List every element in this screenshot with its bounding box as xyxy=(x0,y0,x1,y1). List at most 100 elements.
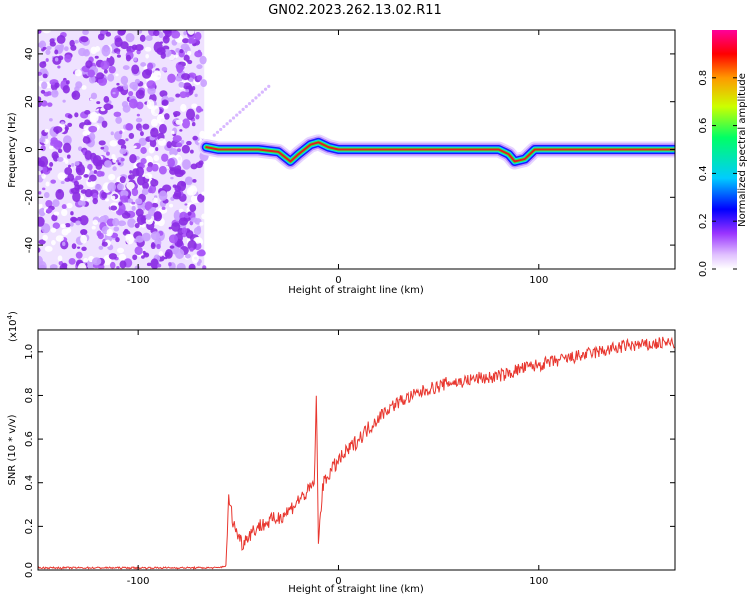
noise-streak-dot xyxy=(225,122,229,126)
noise-speckle xyxy=(147,86,156,95)
noise-speckle xyxy=(111,153,116,160)
noise-speckle xyxy=(146,166,153,173)
noise-speckle xyxy=(93,169,98,174)
noise-speckle xyxy=(41,81,48,90)
noise-speckle xyxy=(172,184,177,188)
noise-speckle xyxy=(42,234,48,241)
noise-speckle xyxy=(188,185,198,196)
noise-speckle xyxy=(192,135,198,141)
noise-speckle xyxy=(187,211,192,216)
noise-speckle xyxy=(164,30,172,38)
noise-speckle xyxy=(116,82,120,86)
noise-speckle xyxy=(146,99,155,110)
noise-speckle xyxy=(183,54,190,63)
noise-speckle xyxy=(106,151,110,156)
noise-speckle xyxy=(109,261,116,269)
noise-speckle xyxy=(53,126,63,133)
noise-speckle xyxy=(134,78,141,84)
noise-speckle xyxy=(132,254,138,261)
noise-speckle xyxy=(80,234,88,244)
noise-speckle xyxy=(181,73,191,81)
y-tick-label: 0.0 xyxy=(24,562,35,578)
snr-y-ticks: 0.0 0.2 0.4 0.6 0.8 1.0 xyxy=(24,344,675,578)
noise-speckle xyxy=(52,199,60,207)
noise-speckle xyxy=(110,205,118,211)
noise-streak-dot xyxy=(212,133,216,137)
noise-speckle xyxy=(59,44,65,49)
noise-speckle xyxy=(119,148,127,155)
noise-speckle xyxy=(113,111,122,118)
noise-streak-dot xyxy=(251,99,255,103)
noise-speckle xyxy=(44,128,49,133)
noise-speckle xyxy=(188,77,194,83)
noise-speckle xyxy=(189,149,194,154)
noise-speckle xyxy=(61,208,68,217)
noise-speckle xyxy=(71,243,77,250)
noise-speckle xyxy=(39,137,46,143)
x-tick-label: 100 xyxy=(529,275,548,286)
noise-speckle xyxy=(48,167,53,171)
noise-speckle xyxy=(47,102,53,107)
noise-speckle xyxy=(72,191,81,203)
noise-speckle xyxy=(87,163,93,171)
noise-speckle xyxy=(171,222,181,232)
noise-streak-dot xyxy=(241,107,245,111)
noise-speckle xyxy=(57,255,63,262)
noise-speckle xyxy=(70,216,77,222)
noise-speckle xyxy=(51,239,56,246)
noise-speckle xyxy=(169,148,178,157)
noise-speckle xyxy=(199,55,207,65)
noise-speckle xyxy=(57,156,64,162)
noise-speckle xyxy=(64,222,71,228)
noise-speckle xyxy=(87,179,92,183)
noise-speckle xyxy=(52,222,61,229)
noise-speckle xyxy=(120,189,129,198)
noise-speckle xyxy=(196,225,201,232)
noise-speckle xyxy=(164,251,171,258)
noise-speckle xyxy=(187,30,195,35)
noise-speckle xyxy=(115,116,122,124)
noise-speckle xyxy=(86,198,91,202)
noise-speckle xyxy=(107,73,115,82)
noise-speckle xyxy=(174,54,178,58)
noise-speckle xyxy=(96,170,104,177)
noise-speckle xyxy=(90,92,98,100)
noise-speckle xyxy=(67,173,75,182)
noise-speckle xyxy=(82,49,91,57)
noise-speckle xyxy=(151,163,159,172)
noise-speckle xyxy=(77,200,83,206)
noise-speckle xyxy=(139,34,146,42)
noise-speckle xyxy=(187,59,193,65)
noise-speckle xyxy=(120,75,129,85)
noise-speckle xyxy=(75,220,81,226)
noise-speckle xyxy=(88,132,96,141)
noise-speckle xyxy=(135,117,143,123)
noise-speckle xyxy=(54,49,59,55)
noise-speckle xyxy=(173,190,182,198)
x-tick-label: -100 xyxy=(127,275,150,286)
noise-speckle xyxy=(150,118,158,127)
noise-speckle xyxy=(182,159,191,170)
noise-speckle xyxy=(67,114,73,119)
noise-speckle xyxy=(100,60,110,70)
noise-streak-dot xyxy=(263,87,268,91)
noise-speckle xyxy=(112,166,117,171)
noise-speckle xyxy=(57,148,63,154)
colorbar-tick-label: 0.6 xyxy=(698,118,709,134)
noise-speckle xyxy=(54,82,60,88)
spectrogram-panel: -100 0 100 -40 -20 0 20 40 Height of straight … xyxy=(7,29,676,296)
noise-speckle xyxy=(77,184,84,190)
noise-speckle xyxy=(185,253,191,259)
noise-speckle xyxy=(84,110,91,115)
noise-speckle xyxy=(187,72,197,80)
noise-speckle xyxy=(181,118,191,129)
noise-speckle xyxy=(101,241,108,247)
noise-speckle xyxy=(92,197,98,205)
noise-speckle xyxy=(67,122,73,127)
noise-speckle xyxy=(189,247,194,252)
noise-speckle xyxy=(62,85,70,94)
noise-speckle xyxy=(45,58,49,62)
noise-speckle xyxy=(39,61,47,68)
spectrogram-signal-track xyxy=(198,134,675,170)
y-tick-label: -40 xyxy=(24,237,35,253)
